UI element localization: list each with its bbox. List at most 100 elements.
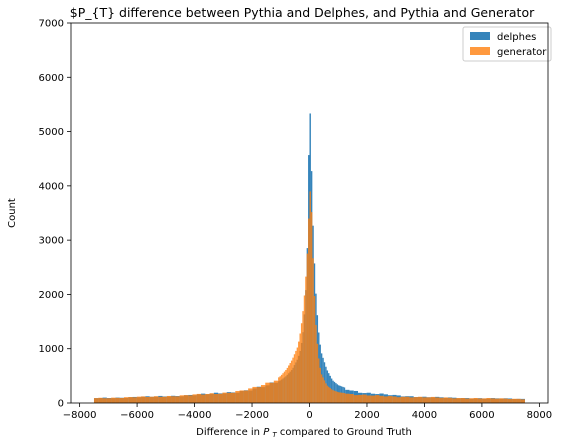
- histogram-bar-generator: [332, 390, 334, 403]
- histogram-bar-generator: [318, 358, 320, 403]
- histogram-bar-generator: [343, 393, 346, 403]
- histogram-bar-generator: [235, 391, 240, 403]
- histogram-bar-generator: [183, 395, 189, 403]
- histogram-bar-generator: [128, 397, 133, 403]
- histogram-bar-generator: [330, 389, 333, 403]
- histogram-bar-generator: [306, 253, 309, 403]
- x-tick-label: 8000: [527, 410, 552, 421]
- histogram-bar-generator: [340, 392, 343, 403]
- histogram-bar-generator: [353, 395, 359, 403]
- histogram-bar-generator: [175, 396, 180, 403]
- histogram-bar-generator: [507, 399, 513, 403]
- histogram-bar-generator: [477, 398, 483, 403]
- histogram-bar-generator: [335, 391, 337, 403]
- histogram-bar-generator: [213, 393, 219, 403]
- histogram-bar-generator: [279, 376, 281, 403]
- histogram-bar-generator: [370, 395, 376, 403]
- histogram-bar-generator: [413, 397, 418, 403]
- histogram-bar-generator: [136, 396, 142, 403]
- x-tick-label: −2000: [235, 410, 269, 421]
- histogram-bar-generator: [309, 191, 311, 403]
- histogram-bar-generator: [123, 397, 129, 403]
- histogram-bar-generator: [115, 397, 120, 403]
- histogram-bar-generator: [196, 393, 202, 403]
- histogram-bar-generator: [362, 394, 367, 403]
- histogram-bar-generator: [495, 398, 500, 403]
- histogram-bar-generator: [469, 398, 474, 403]
- x-tick-label: 2000: [354, 410, 379, 421]
- histogram-bar-generator: [288, 365, 290, 403]
- histogram-bar-generator: [336, 391, 339, 403]
- histogram-bar-generator: [322, 377, 324, 403]
- histogram-bar-generator: [145, 396, 150, 403]
- histogram-bar-generator: [119, 397, 124, 403]
- histogram-bar-generator: [278, 377, 280, 403]
- histogram-bar-generator: [192, 394, 197, 403]
- histogram-bar-generator: [305, 276, 307, 403]
- histogram-bar-generator: [299, 333, 301, 403]
- histogram-bar-generator: [293, 354, 296, 403]
- histogram-bar-generator: [358, 394, 363, 403]
- histogram-bar-generator: [456, 398, 461, 403]
- y-tick-label: 7000: [39, 19, 64, 30]
- legend-swatch-generator: [470, 47, 490, 55]
- histogram-bar-generator: [447, 397, 453, 403]
- y-tick-label: 0: [58, 399, 64, 410]
- histogram-bar-generator: [323, 380, 326, 403]
- histogram-bar-generator: [339, 392, 341, 403]
- histogram-bar-generator: [102, 398, 107, 403]
- histogram-bar-generator: [188, 395, 193, 403]
- histogram-bar-generator: [328, 386, 330, 403]
- histogram-bar-generator: [426, 397, 431, 403]
- histogram-bar-generator: [333, 390, 336, 403]
- y-tick-label: 5000: [39, 127, 64, 138]
- x-axis-label-prefix: Difference in: [196, 427, 263, 438]
- series-generator-bars: [93, 191, 525, 403]
- histogram-bar-generator: [256, 387, 261, 403]
- histogram-bar-generator: [329, 388, 331, 403]
- legend: delphes generator: [462, 26, 552, 62]
- histogram-bar-generator: [516, 398, 521, 403]
- histogram-bar-generator: [417, 396, 423, 403]
- histogram-bar-generator: [392, 396, 397, 403]
- histogram-bar-generator: [315, 324, 317, 403]
- y-tick-label: 2000: [39, 290, 64, 301]
- histogram-bar-generator: [252, 386, 257, 403]
- chart-title: $P_{T} difference between Pythia and Del…: [70, 5, 535, 20]
- histogram-bar-generator: [289, 363, 291, 403]
- histogram-bar-generator: [98, 397, 103, 403]
- histogram-bar-generator: [265, 382, 270, 403]
- histogram-bar-generator: [443, 397, 448, 403]
- y-tick-label: 6000: [39, 73, 64, 84]
- histogram-bar-generator: [503, 398, 508, 403]
- histogram-bar-generator: [285, 369, 287, 403]
- x-tick-label: −4000: [178, 410, 212, 421]
- histogram-bar-generator: [269, 382, 274, 403]
- histogram-bar-generator: [310, 212, 313, 403]
- x-axis-label-subscript: T: [272, 431, 277, 439]
- histogram-bar-generator: [342, 392, 344, 403]
- y-axis-label: Count: [7, 198, 18, 228]
- legend-label-delphes: delphes: [497, 32, 536, 43]
- histogram-bar-generator: [239, 390, 244, 403]
- histogram-bar-generator: [312, 258, 314, 403]
- histogram-bar-generator: [295, 350, 297, 403]
- histogram-bar-generator: [460, 398, 466, 403]
- histogram-bar-generator: [490, 398, 496, 403]
- histogram-bar-generator: [302, 311, 304, 403]
- x-tick-label: −6000: [120, 410, 154, 421]
- histogram-bar-generator: [486, 398, 491, 403]
- legend-label-generator: generator: [497, 47, 547, 58]
- histogram-bar-generator: [106, 398, 112, 403]
- histogram-bar-generator: [400, 396, 406, 403]
- y-tick-label: 3000: [39, 236, 64, 247]
- x-tick-label: 4000: [412, 410, 437, 421]
- histogram-bar-generator: [226, 392, 231, 403]
- histogram-bar-generator: [201, 394, 206, 403]
- histogram-bar-generator: [283, 371, 286, 403]
- histogram-bar-generator: [149, 396, 154, 403]
- histogram-bar-generator: [345, 393, 350, 403]
- histogram-bar-generator: [292, 357, 294, 403]
